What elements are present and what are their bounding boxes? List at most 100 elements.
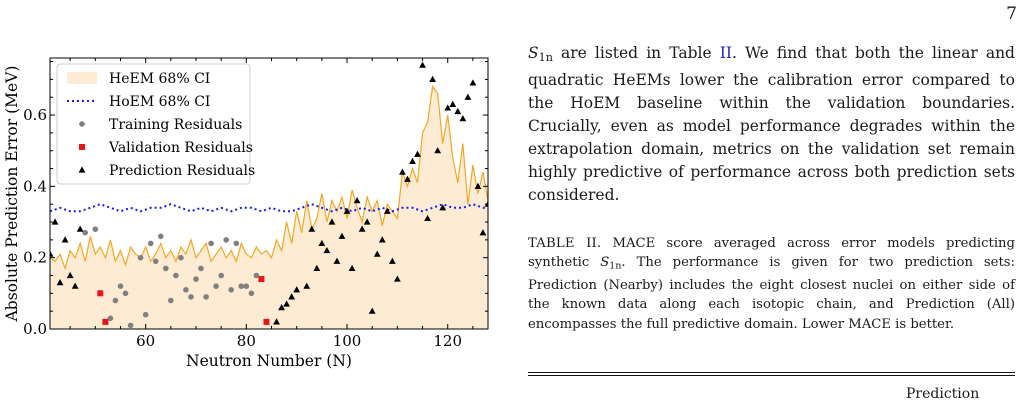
symbol-subscript: 1n <box>538 51 553 65</box>
legend-label: HeEM 68% CI <box>109 71 210 87</box>
prediction-residual-point <box>56 279 64 286</box>
prediction-residual-point <box>318 239 326 247</box>
prediction-residual-point <box>439 204 447 211</box>
training-residual-point <box>183 287 189 293</box>
heem-ci-fill <box>50 86 488 329</box>
table-top-rule <box>528 372 1015 373</box>
caption-text-b: . The performance is given for two predi… <box>528 255 1016 332</box>
legend-key-prediction <box>78 166 86 173</box>
paragraph-text-a: are listed in Table <box>552 44 720 62</box>
prediction-residual-point <box>464 93 472 100</box>
prediction-residual-point <box>378 236 386 243</box>
caption-label: TABLE II. <box>528 236 602 252</box>
prediction-residual-point <box>474 182 482 189</box>
training-residual-point <box>82 229 88 236</box>
legend-key-validation <box>79 144 85 150</box>
training-residual-point <box>147 240 154 247</box>
paragraph-text-b: . We find that both the linear and quadr… <box>528 44 1015 205</box>
training-residual-point <box>173 272 179 279</box>
table-header-prediction: Prediction <box>906 386 980 402</box>
prediction-residual-point <box>71 282 79 289</box>
legend-key-heem <box>67 72 97 84</box>
training-residual-point <box>203 294 209 300</box>
prediction-residual-point <box>288 293 296 300</box>
prediction-residual-point <box>399 168 406 175</box>
heem-ci-line <box>50 84 488 271</box>
training-residual-point <box>233 240 240 247</box>
prediction-residual-point <box>76 225 84 232</box>
y-tick-label: 0.6 <box>23 106 47 124</box>
training-residual-point <box>137 254 144 261</box>
table-reference-link[interactable]: II <box>719 44 732 62</box>
body-paragraph: S1n are listed in Table II. We find that… <box>528 42 1015 207</box>
legend-label: Prediction Residuals <box>109 163 255 179</box>
prediction-residual-point <box>388 257 396 264</box>
training-residual-point <box>178 254 184 261</box>
training-residual-point <box>92 226 99 232</box>
legend-label: Validation Residuals <box>108 140 253 156</box>
training-residual-point <box>208 240 214 247</box>
plot-frame <box>49 57 489 330</box>
training-residual-point <box>152 258 159 265</box>
prediction-residual-point <box>358 225 366 232</box>
prediction-residual-point <box>479 229 487 236</box>
prediction-residual-point <box>338 232 346 239</box>
training-residual-point <box>112 297 119 304</box>
validation-residual-point <box>102 318 109 325</box>
training-residual-point <box>253 272 260 279</box>
y-axis-label: Absolute Prediction Error (MeV) <box>3 66 21 323</box>
prediction-residual-point <box>469 79 477 86</box>
training-residual-point <box>117 283 124 289</box>
training-residual-point <box>248 290 255 297</box>
page-number: 7 <box>1006 4 1017 24</box>
prediction-residual-point <box>50 250 54 257</box>
training-residual-point <box>168 297 174 304</box>
training-residual-point <box>122 290 129 297</box>
plot-area <box>50 61 488 329</box>
training-residual-point <box>218 272 224 279</box>
training-residual-point <box>238 283 245 289</box>
training-residual-point <box>243 283 250 289</box>
x-tick-label: 60 <box>136 332 155 350</box>
prediction-residual-point <box>429 75 437 82</box>
caption-text-a: MACE score averaged across error models … <box>528 236 1015 271</box>
prediction-residual-point <box>484 200 488 207</box>
prediction-residual-point <box>449 100 457 107</box>
y-tick-label: 0.4 <box>23 177 47 195</box>
prediction-residual-point <box>323 246 331 254</box>
training-residual-point <box>188 294 194 300</box>
prediction-residual-point <box>414 150 421 157</box>
prediction-residual-point <box>303 282 311 289</box>
prediction-residual-point <box>409 157 416 165</box>
prediction-residual-point <box>313 264 321 271</box>
prediction-residual-point <box>363 218 371 225</box>
prediction-residual-point <box>373 250 381 257</box>
legend-key-training <box>79 121 85 127</box>
prediction-residual-point <box>419 61 426 68</box>
y-tick-label: 0.2 <box>23 249 47 267</box>
validation-residual-point <box>97 290 104 297</box>
legend-label: HoEM 68% CI <box>109 94 210 110</box>
prediction-residual-point <box>353 197 361 204</box>
training-residual-point <box>228 287 234 293</box>
prediction-residual-point <box>343 207 351 214</box>
prediction-residual-point <box>393 275 401 282</box>
prediction-residual-point <box>404 175 411 182</box>
symbol-s: S <box>528 44 539 62</box>
prediction-residual-point <box>283 300 291 307</box>
prediction-residual-point <box>293 286 301 293</box>
residuals-chart: 60 80 100 120 0.0 0.2 0.4 0.6 Neutron Number (N)… <box>3 57 489 370</box>
training-residual-point <box>193 276 199 282</box>
x-tick-label: 80 <box>237 332 256 350</box>
prediction-residual-point <box>459 115 467 122</box>
prediction-residual-point <box>66 271 74 279</box>
prediction-residual-point <box>368 307 376 314</box>
legend-label: Training Residuals <box>109 117 242 133</box>
prediction-residual-point <box>51 218 59 225</box>
training-residual-point <box>223 237 229 243</box>
prediction-residual-point <box>328 218 336 225</box>
prediction-residual-point <box>434 147 442 154</box>
y-tick-label: 0.0 <box>23 320 47 338</box>
training-residual-point <box>198 265 204 272</box>
training-residual-point <box>158 233 164 240</box>
